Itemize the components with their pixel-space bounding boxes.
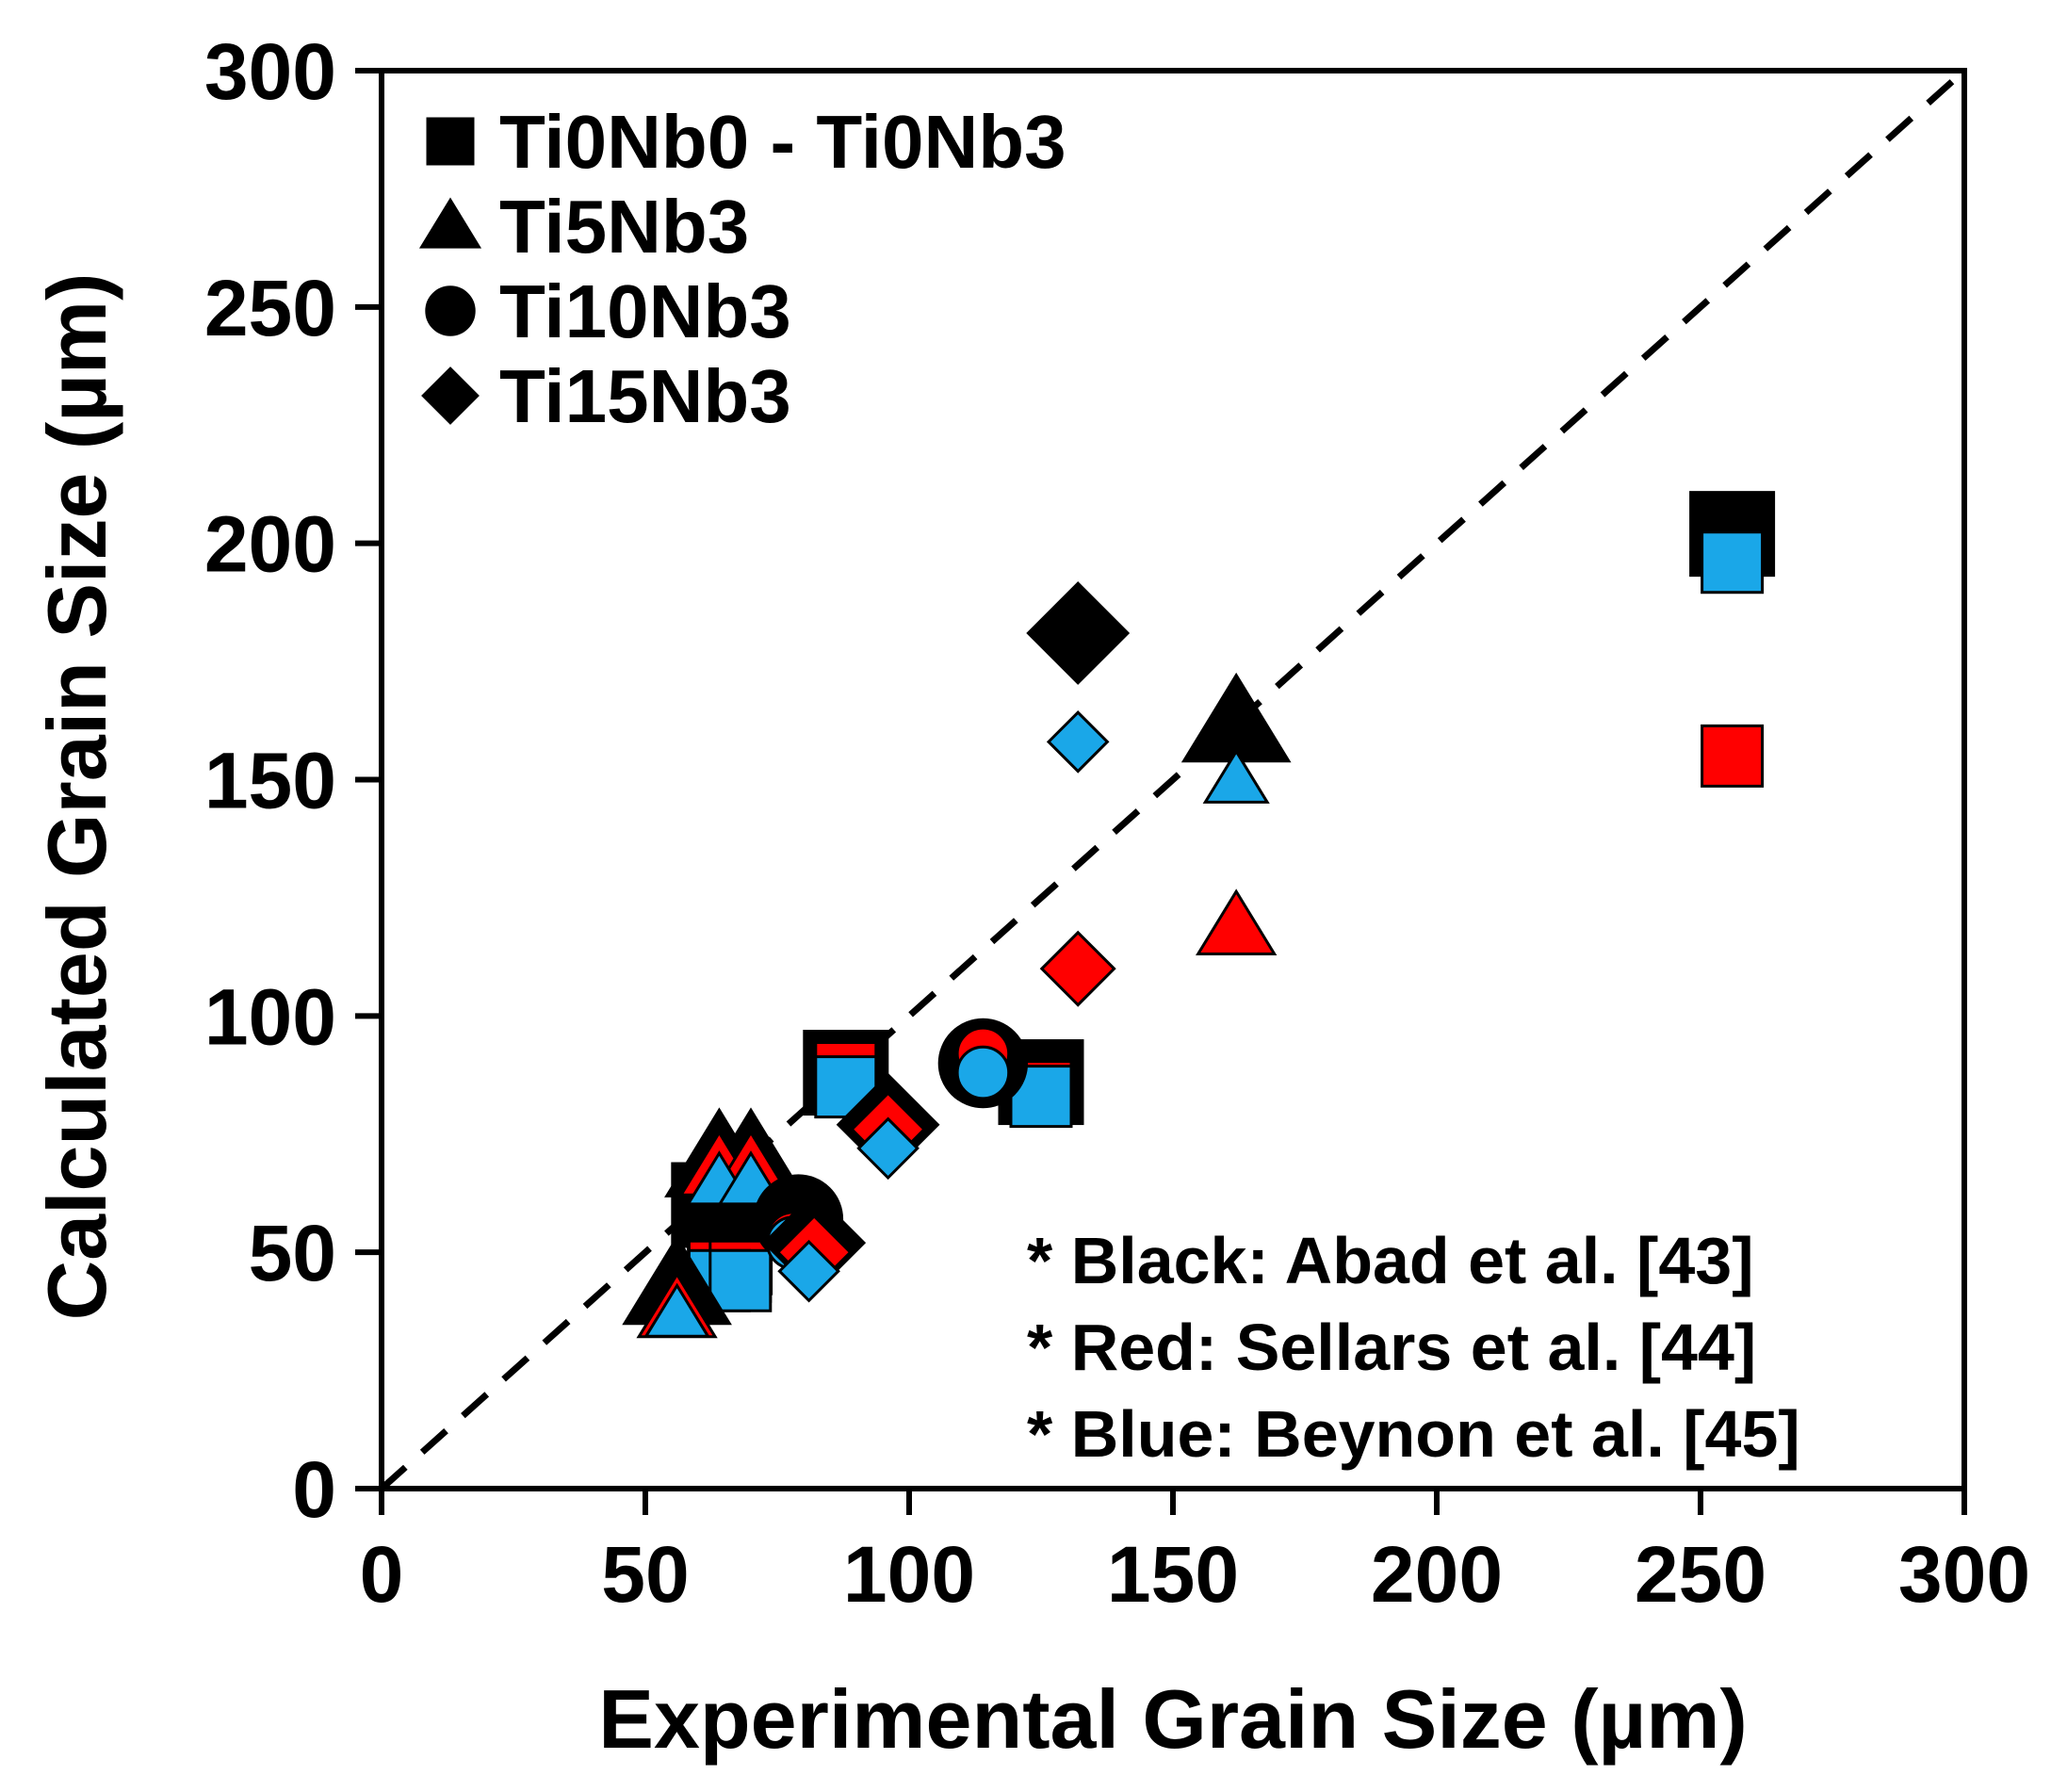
y-axis-title: Calculated Grain Size (µm) (30, 273, 123, 1321)
legend-marker-diamond (421, 367, 480, 425)
annotation-note: * Red: Sellars et al. [44] (1027, 1311, 1756, 1384)
y-tick-label: 50 (249, 1209, 336, 1297)
x-tick-label: 100 (843, 1530, 975, 1619)
data-point-circle-blue (955, 1045, 1011, 1100)
y-tick-label: 300 (204, 27, 336, 116)
data-point-diamond-blue (1046, 710, 1110, 774)
data-points-group (622, 491, 1776, 1339)
x-tick-label: 300 (1898, 1530, 2030, 1619)
legend-label: Ti15Nb3 (499, 354, 791, 438)
x-tick-label: 150 (1107, 1530, 1239, 1619)
data-point-square-blue (1009, 1065, 1073, 1129)
data-point-diamond-red (1039, 930, 1116, 1007)
x-axis-title: Experimental Grain Size (µm) (598, 1672, 1748, 1766)
legend-marker-square (426, 117, 475, 166)
legend-label: Ti10Nb3 (499, 269, 791, 353)
legend-marker-triangle (418, 197, 482, 249)
identity-dashed-line (379, 68, 1967, 1491)
x-tick-label: 50 (601, 1530, 689, 1619)
data-point-square-blue (708, 1248, 773, 1312)
data-point-diamond-blue (777, 1239, 840, 1303)
annotation-notes: * Black: Abad et al. [43] * Red: Sellars … (1027, 1224, 1800, 1471)
data-point-diamond-black (1026, 581, 1131, 685)
annotation-note: * Black: Abad et al. [43] (1027, 1224, 1754, 1297)
data-point-triangle-red (1196, 888, 1278, 955)
y-tick-label: 250 (204, 264, 336, 352)
annotation-note: * Blue: Beynon et al. [45] (1027, 1397, 1800, 1471)
data-point-triangle-blue (643, 1282, 711, 1338)
x-tick-label: 200 (1371, 1530, 1503, 1619)
data-point-square-red (1701, 724, 1765, 788)
y-tick-label: 200 (204, 500, 336, 589)
data-point-triangle-blue (1202, 748, 1270, 804)
series-square-blue (687, 530, 1765, 1312)
y-tick-label: 150 (204, 737, 336, 825)
x-tick-label: 250 (1635, 1530, 1766, 1619)
series-diamond-blue (777, 710, 1110, 1303)
legend-marker-circle (425, 285, 476, 336)
legend-label: Ti0Nb0 - Ti0Nb3 (499, 100, 1066, 184)
x-tick-label: 0 (360, 1530, 404, 1619)
axis-ticks-group: 0 50 100 150 200 250 300 0 50 100 150 200 250 300 (204, 27, 2030, 1619)
y-tick-label: 0 (292, 1445, 336, 1534)
y-tick-label: 100 (204, 972, 336, 1061)
data-point-square-blue (1701, 530, 1765, 595)
data-point-diamond-blue (856, 1116, 920, 1181)
reference-line-group (379, 68, 1967, 1491)
legend-label: Ti5Nb3 (499, 185, 749, 269)
